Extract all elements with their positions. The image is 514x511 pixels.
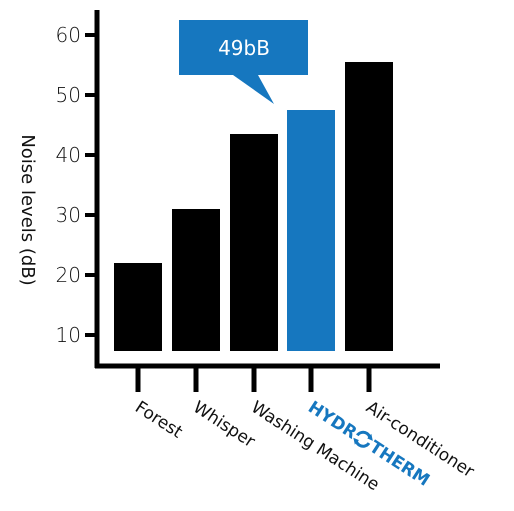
bar-air-conditioner [345,62,393,351]
axes-group [94,10,440,369]
bar-forest [114,263,162,351]
icon-arrowhead-top [367,433,373,441]
x-ticks-group [135,366,372,392]
callout-bubble [179,20,308,104]
category-label: Forest [131,397,186,442]
y-tick-label: 60 [56,23,81,47]
y-tick-label: 40 [56,143,81,167]
y-tick-label: 20 [56,263,81,287]
icon-arrowhead-bottom [353,437,359,445]
bar-whisper [172,209,220,351]
category-label: Whisper [189,397,258,452]
y-tick-label: 50 [56,83,81,107]
y-axis-label: Noise levels (dB) [17,134,38,285]
bars-group [114,62,393,351]
category-label-group: Forest [131,397,186,442]
bar-hydrotherm [287,110,335,351]
category-label-group: Whisper [189,397,258,452]
y-tick-label: 10 [56,323,81,347]
y-tick-label: 30 [56,203,81,227]
y-ticks-group: 10 20 30 40 50 60 [56,23,97,347]
highlight-callout: 49bB [179,20,308,104]
callout-label: 49bB [218,36,270,60]
bar-washing-machine [230,134,278,351]
